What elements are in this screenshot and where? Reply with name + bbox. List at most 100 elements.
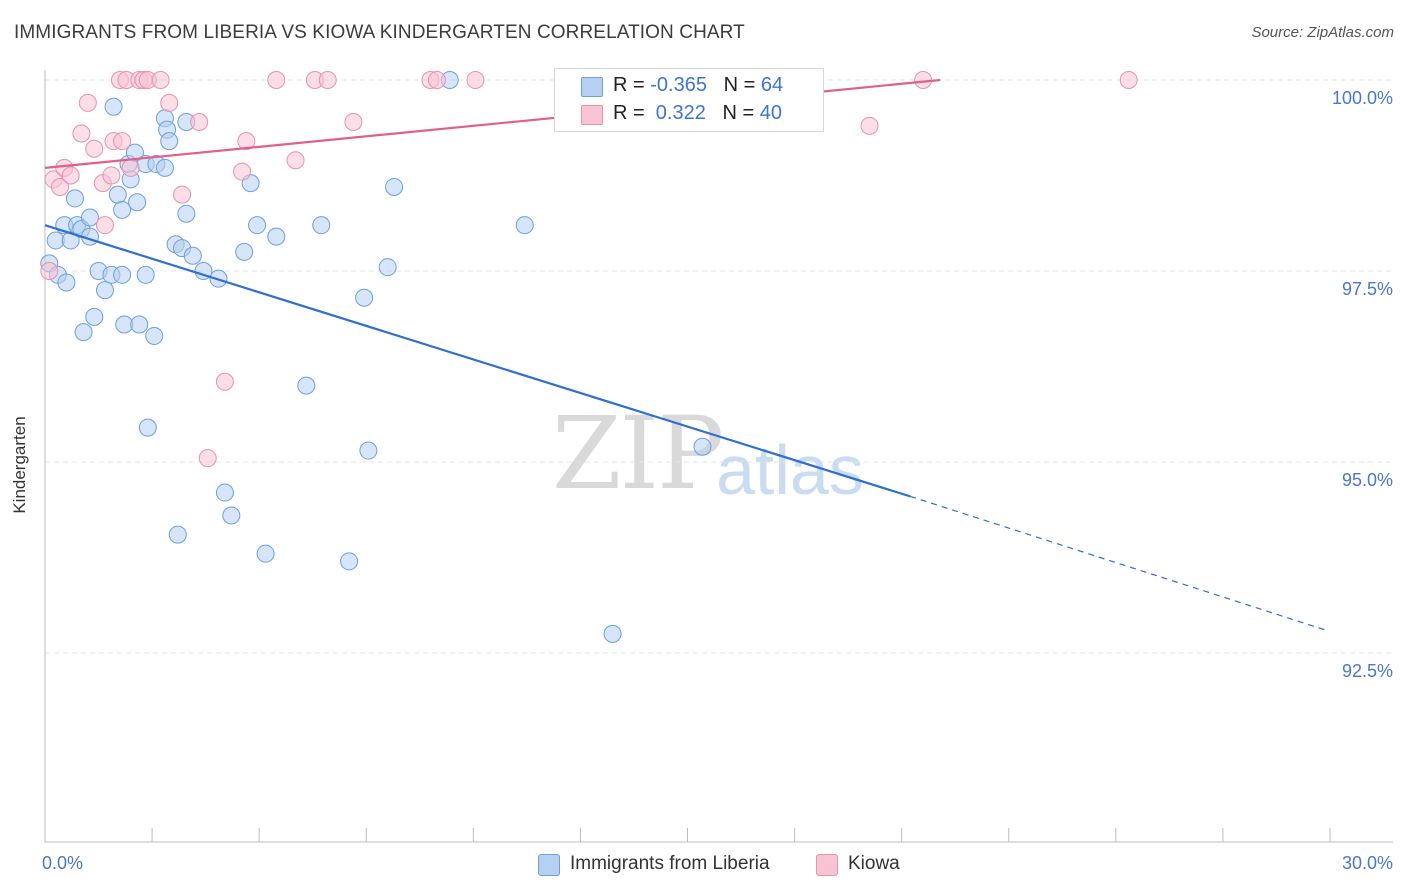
kiowa-point bbox=[427, 71, 446, 89]
liberia-point bbox=[215, 483, 234, 502]
kiowa-point bbox=[160, 93, 179, 112]
liberia-point bbox=[603, 624, 622, 643]
legend-r-value: -0.365 bbox=[650, 74, 707, 96]
kiowa-point bbox=[113, 132, 132, 151]
liberia-point bbox=[378, 258, 397, 277]
legend-row-kiowa: R = 0.322 N = 40 bbox=[555, 100, 823, 128]
x-tick-label: 0.0% bbox=[42, 853, 83, 873]
series-label: Immigrants from Liberia bbox=[570, 853, 770, 874]
legend-r-value: 0.322 bbox=[650, 102, 706, 124]
liberia-trend-line bbox=[44, 224, 911, 498]
kiowa-point bbox=[190, 113, 209, 132]
kiowa-point bbox=[61, 166, 80, 185]
kiowa-point bbox=[40, 262, 59, 280]
liberia-point bbox=[57, 273, 76, 292]
kiowa-point bbox=[237, 132, 256, 151]
liberia-point bbox=[385, 177, 404, 196]
liberia-point bbox=[128, 193, 147, 212]
x-tick-label: 30.0% bbox=[1342, 853, 1393, 873]
legend-n-label: N = bbox=[722, 102, 760, 124]
liberia-point bbox=[113, 265, 132, 284]
liberia-point bbox=[85, 307, 104, 326]
liberia-point bbox=[359, 441, 378, 460]
chart-title: IMMIGRANTS FROM LIBERIA VS KIOWA KINDERG… bbox=[14, 22, 745, 43]
liberia-point bbox=[104, 97, 123, 116]
legend-text: R = 0.322 N = 40 bbox=[613, 102, 782, 125]
liberia-point bbox=[61, 231, 80, 250]
kiowa-point bbox=[286, 151, 305, 170]
kiowa-point bbox=[78, 93, 97, 112]
correlation-legend: R = -0.365 N = 64 R = 0.322 N = 40 bbox=[554, 68, 824, 132]
legend-swatch-pink bbox=[581, 105, 603, 125]
trend-lines bbox=[44, 78, 1326, 631]
series-swatch-blue bbox=[538, 854, 560, 876]
y-tick-label: 95.0% bbox=[1342, 470, 1393, 490]
liberia-point bbox=[138, 418, 157, 437]
kiowa-point bbox=[121, 158, 140, 177]
liberia-point bbox=[297, 376, 316, 395]
kiowa-point bbox=[102, 166, 121, 185]
series-label: Kiowa bbox=[848, 853, 900, 874]
kiowa-point bbox=[95, 216, 114, 235]
legend-n-value: 64 bbox=[760, 74, 784, 96]
legend-row-liberia: R = -0.365 N = 64 bbox=[555, 72, 823, 100]
kiowa-point bbox=[267, 71, 286, 89]
liberia-point bbox=[65, 189, 84, 208]
legend-text: R = -0.365 N = 64 bbox=[613, 74, 783, 97]
liberia-point bbox=[256, 544, 275, 563]
liberia-point bbox=[355, 288, 374, 307]
kiowa-point bbox=[344, 113, 363, 132]
y-tick-label: 97.5% bbox=[1342, 279, 1393, 299]
tick-labels: 92.5% 95.0% 97.5% 100.0% 0.0% 30.0% bbox=[42, 88, 1393, 873]
liberia-point bbox=[136, 265, 155, 284]
liberia-point bbox=[267, 227, 286, 246]
kiowa-point bbox=[72, 124, 91, 143]
liberia-point bbox=[248, 216, 267, 235]
liberia-point bbox=[160, 132, 179, 151]
kiowa-point bbox=[85, 139, 104, 158]
liberia-point bbox=[222, 506, 241, 525]
liberia-point bbox=[95, 281, 114, 300]
liberia-point bbox=[515, 216, 534, 235]
kiowa-point bbox=[233, 162, 252, 181]
legend-r-label: R = bbox=[613, 102, 651, 124]
kiowa-point bbox=[198, 449, 217, 468]
liberia-point bbox=[235, 242, 254, 261]
watermark-zip: ZIP bbox=[552, 395, 724, 512]
kiowa-point bbox=[1119, 71, 1138, 89]
liberia-point bbox=[115, 315, 134, 334]
liberia-point bbox=[113, 200, 132, 219]
series-swatch-pink bbox=[816, 854, 838, 876]
legend-n-value: 40 bbox=[759, 102, 783, 124]
liberia-point bbox=[108, 185, 127, 204]
liberia-point bbox=[312, 216, 331, 235]
liberia-point bbox=[693, 437, 712, 456]
legend-n-label: N = bbox=[723, 74, 761, 96]
kiowa-point bbox=[50, 177, 69, 196]
kiowa-point bbox=[466, 71, 485, 89]
data-points bbox=[40, 71, 1138, 643]
kiowa-point bbox=[151, 71, 170, 89]
legend-swatch-blue bbox=[581, 77, 603, 97]
y-tick-label: 92.5% bbox=[1342, 661, 1393, 681]
liberia-point bbox=[74, 323, 93, 342]
liberia-point bbox=[177, 204, 196, 223]
liberia-point bbox=[130, 315, 149, 334]
kiowa-point bbox=[318, 71, 337, 89]
axes bbox=[44, 70, 1393, 843]
kiowa-point bbox=[173, 185, 192, 204]
kiowa-point bbox=[860, 116, 879, 135]
source-credit: Source: ZipAtlas.com bbox=[1251, 24, 1394, 41]
liberia-point bbox=[145, 326, 164, 345]
legend-r-label: R = bbox=[613, 74, 651, 96]
liberia-point bbox=[340, 552, 359, 571]
liberia-trend-extension bbox=[910, 495, 1326, 631]
kiowa-point bbox=[215, 372, 234, 391]
liberia-point bbox=[183, 246, 202, 265]
liberia-point bbox=[168, 525, 187, 544]
y-axis-label: Kindergarten bbox=[10, 416, 29, 514]
y-tick-label: 100.0% bbox=[1332, 88, 1393, 108]
liberia-point bbox=[80, 208, 99, 227]
liberia-point bbox=[155, 158, 174, 177]
